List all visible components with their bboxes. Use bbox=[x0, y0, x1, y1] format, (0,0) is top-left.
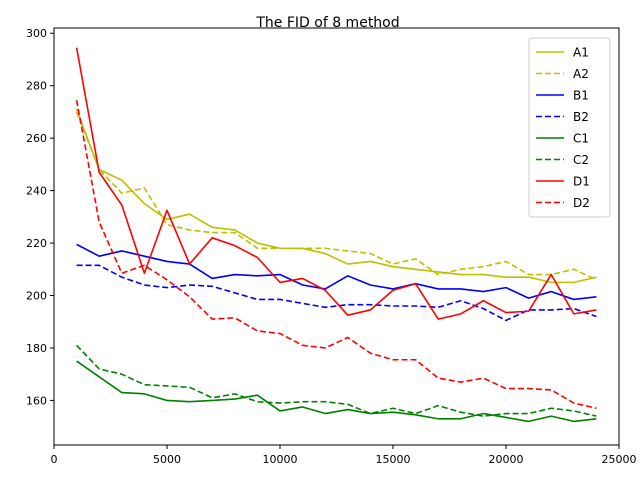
y-tick-label: 220 bbox=[26, 237, 47, 250]
x-tick-label: 25000 bbox=[602, 453, 637, 466]
x-tick-label: 15000 bbox=[376, 453, 411, 466]
plot-area-frame bbox=[53, 27, 620, 446]
legend-label-b2: B2 bbox=[573, 110, 589, 124]
legend: A1 A2 B1 B2 C1 C2 D1 D2 bbox=[528, 37, 611, 218]
series-line-a1 bbox=[75, 109, 597, 284]
y-tick-label: 300 bbox=[26, 27, 47, 40]
legend-label-d1: D1 bbox=[573, 175, 590, 189]
legend-label-a1: A1 bbox=[573, 46, 589, 60]
x-tick-label: 20000 bbox=[489, 453, 524, 466]
y-tick-label: 180 bbox=[26, 342, 47, 355]
series-line-c2 bbox=[76, 344, 597, 417]
y-tick-label: 280 bbox=[26, 80, 47, 93]
series-line-d2 bbox=[75, 99, 597, 410]
series-line-b1 bbox=[76, 243, 597, 301]
legend-box bbox=[528, 37, 611, 218]
legend-label-c2: C2 bbox=[573, 153, 589, 167]
series-line-b2 bbox=[76, 264, 597, 322]
series-line-a2 bbox=[75, 111, 597, 281]
series-layer bbox=[75, 47, 597, 423]
legend-label-d2: D2 bbox=[573, 196, 590, 210]
x-tick-label: 10000 bbox=[263, 453, 298, 466]
legend-label-b1: B1 bbox=[573, 89, 589, 103]
y-tick-label: 240 bbox=[26, 185, 47, 198]
chart-title: The FID of 8 method bbox=[255, 15, 399, 31]
legend-label-a2: A2 bbox=[573, 67, 589, 81]
series-line-c1 bbox=[76, 360, 597, 423]
y-tick-label: 200 bbox=[26, 290, 47, 303]
x-tick-label: 5000 bbox=[153, 453, 181, 466]
x-axis: 0 5000 10000 15000 20000 25000 bbox=[51, 445, 637, 466]
y-tick-label: 260 bbox=[26, 132, 47, 145]
legend-label-c1: C1 bbox=[573, 132, 589, 146]
series-line-d1 bbox=[75, 47, 597, 320]
y-tick-label: 160 bbox=[26, 394, 47, 407]
y-axis: 160 180 200 220 240 260 280 300 bbox=[26, 27, 54, 407]
x-tick-label: 0 bbox=[51, 453, 58, 466]
